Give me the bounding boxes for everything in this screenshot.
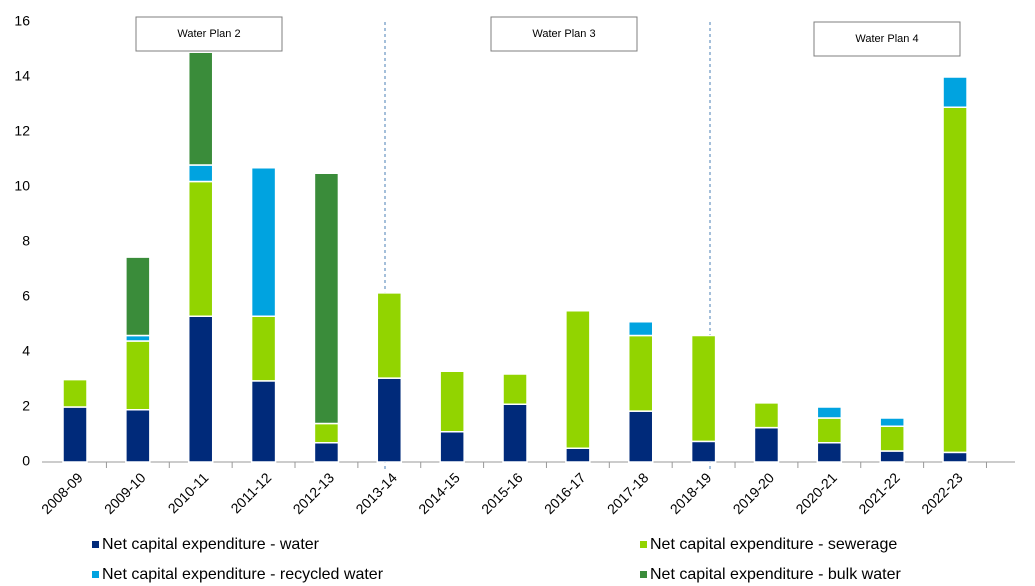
bar-segment: [627, 334, 654, 412]
y-tick-label: 8: [22, 233, 30, 249]
y-tick-label: 2: [22, 398, 30, 414]
y-tick-label: 6: [22, 288, 30, 304]
annotation: Water Plan 2: [177, 28, 240, 40]
bar-segment: [62, 406, 88, 463]
x-tick-label: 2010-11: [165, 469, 212, 516]
bar-segment: [816, 417, 843, 444]
bar-segment: [439, 431, 465, 463]
annotation-box: [813, 21, 961, 57]
bar-segment: [627, 410, 654, 463]
x-tick-label: 2020-21: [792, 469, 840, 517]
bar-segment: [942, 76, 968, 108]
legend-label: Net capital expenditure - sewerage: [650, 536, 897, 553]
legend-swatch: [92, 571, 99, 578]
bar-segment: [502, 373, 528, 405]
y-tick-label: 0: [22, 453, 30, 469]
x-tick-label: 2014-15: [415, 469, 463, 517]
x-tick-label: 2019-20: [730, 469, 778, 517]
x-tick-label: 2008-09: [38, 469, 86, 517]
bar-segment: [250, 167, 277, 317]
bar-segment: [690, 334, 717, 443]
bar-segment: [62, 377, 88, 381]
legend-label: Net capital expenditure - water: [102, 536, 320, 553]
y-tick-label: 12: [14, 123, 30, 139]
x-tick-label: 2021-22: [855, 469, 903, 517]
bar-segment: [565, 310, 591, 449]
legend-label: Net capital expenditure - bulk water: [650, 566, 901, 583]
bar-segment: [313, 422, 340, 444]
bar-segment: [62, 378, 88, 408]
x-tick-label: 2016-17: [541, 469, 589, 517]
bar-segment: [187, 315, 214, 463]
x-tick-label: 2012-13: [290, 469, 338, 517]
bar-segment: [125, 256, 151, 337]
bar-segment: [816, 442, 843, 463]
bar-segment: [816, 406, 843, 419]
bar-segment: [125, 334, 151, 342]
y-tick-label: 14: [14, 68, 30, 84]
bar-segment: [627, 321, 654, 337]
bar-segment: [250, 315, 277, 382]
x-tick-label: 2013-14: [352, 469, 400, 517]
bar-segment: [313, 442, 340, 463]
annotation: Water Plan 3: [532, 28, 595, 40]
bar-segment: [879, 450, 905, 463]
annotation: Water Plan 4: [855, 33, 918, 45]
x-tick-label: 2017-18: [604, 469, 652, 517]
bar-segment: [502, 403, 528, 463]
bar-segment: [753, 402, 780, 429]
x-tick-label: 2011-12: [227, 469, 274, 516]
annotation-box: [135, 16, 283, 52]
bar-segment: [250, 380, 277, 463]
annotation-box: [490, 16, 638, 52]
y-tick-label: 10: [14, 178, 30, 194]
bar-segment: [690, 440, 717, 463]
y-tick-label: 4: [22, 343, 30, 359]
legend-swatch: [92, 541, 99, 548]
x-tick-label: 2015-16: [478, 469, 526, 517]
y-tick-label: 16: [14, 13, 30, 29]
bar-segment: [187, 51, 214, 166]
bar-segment: [376, 377, 403, 463]
x-tick-label: 2022-23: [918, 469, 966, 517]
bar-segment: [753, 426, 780, 463]
bar-segment: [125, 409, 151, 463]
bar-segment: [313, 172, 340, 425]
bar-segment: [942, 451, 968, 463]
bar-segment: [187, 164, 214, 183]
x-tick-label: 2018-19: [667, 469, 715, 517]
x-tick-label: 2009-10: [101, 469, 149, 517]
bar-segment: [879, 417, 905, 427]
bar-segment: [439, 370, 465, 433]
legend-label: Net capital expenditure - recycled water: [102, 566, 384, 583]
bar-segment: [565, 447, 591, 463]
bar-segment: [879, 425, 905, 452]
bar-segment: [942, 106, 968, 454]
bar-segment: [125, 340, 151, 411]
bar-segment: [187, 180, 214, 317]
legend-swatch: [640, 571, 647, 578]
bar-segment: [376, 292, 403, 379]
legend-swatch: [640, 541, 647, 548]
